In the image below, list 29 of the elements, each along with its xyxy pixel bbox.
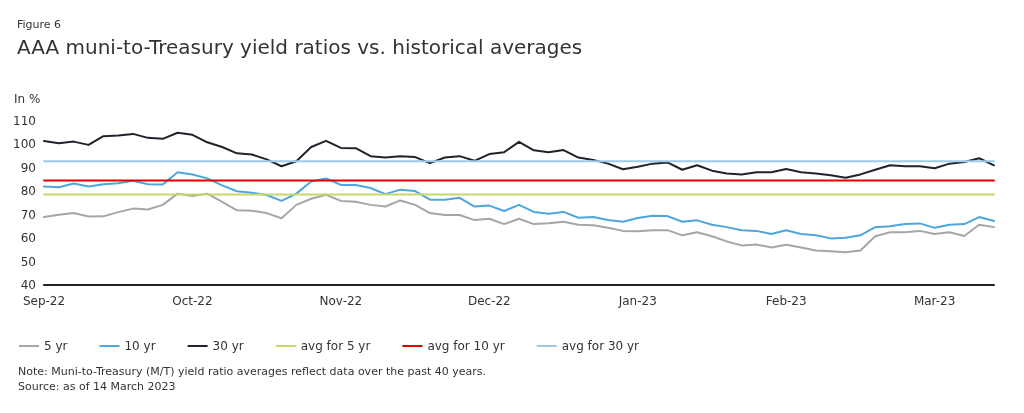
text: Note: Muni-to-Treasury (M/T) yield ratio averages reflect data over the past 40 years.: [18, 365, 486, 378]
legend-label: 5 yr: [44, 339, 68, 353]
y-tick-label: 70: [20, 207, 36, 222]
legend-label: 30 yr: [212, 339, 244, 353]
chart-title: AAA muni-to-Treasury yield ratios vs. historical averages: [17, 35, 583, 59]
y-tick-label: 80: [20, 184, 36, 199]
line-series: [43, 131, 995, 179]
y-tick-label: 60: [20, 231, 36, 246]
legend-label: avg for 30 yr: [561, 339, 640, 353]
x-tick-label: Oct-22: [172, 294, 213, 308]
y-tick-label: 110: [13, 114, 36, 128]
y-tick-label: 50: [20, 254, 36, 269]
legend-label: avg for 10 yr: [427, 339, 505, 353]
x-tick-label: Dec-22: [467, 294, 511, 308]
y-tick-label: 90: [20, 160, 36, 175]
y-tick-label: 100: [13, 137, 36, 152]
y-tick-label: 40: [20, 278, 36, 292]
y-axis-title: In %: [14, 92, 41, 106]
x-tick-label: Jan-23: [617, 294, 657, 308]
legend-label: avg for 5 yr: [300, 339, 371, 353]
source-note: Source: as of 14 March 2023: [18, 380, 176, 393]
x-tick-label: Nov-22: [319, 294, 363, 308]
x-tick-label: Mar-23: [913, 294, 956, 308]
legend-label: 10 yr: [124, 339, 156, 353]
x-tick-label: Sep-22: [22, 294, 66, 308]
chart-subtitle: Figure 6: [17, 18, 62, 31]
line-series: [43, 192, 995, 254]
line-series: [43, 171, 995, 240]
x-tick-label: Feb-23: [765, 294, 807, 308]
